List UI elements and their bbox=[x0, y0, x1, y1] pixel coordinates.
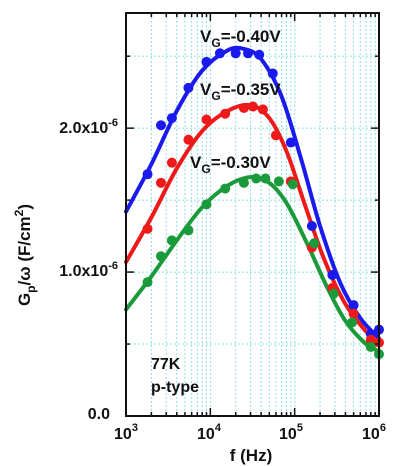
series-label-035: VG=-0.35V bbox=[200, 80, 281, 103]
fit-curve-series-1 bbox=[124, 102, 381, 347]
data-point-series-1 bbox=[220, 108, 231, 119]
x-tick-label: 104 bbox=[197, 422, 222, 443]
data-point-series-0 bbox=[306, 221, 317, 232]
data-points bbox=[142, 48, 384, 360]
data-point-series-1 bbox=[201, 114, 212, 125]
data-point-series-2 bbox=[365, 341, 376, 352]
series-label-030: VG=-0.30V bbox=[190, 153, 271, 176]
fit-curve-series-2 bbox=[124, 175, 381, 354]
temperature-annotation: 77K bbox=[151, 356, 181, 373]
data-point-series-0 bbox=[243, 48, 254, 59]
data-point-series-0 bbox=[285, 137, 296, 148]
data-point-series-0 bbox=[267, 68, 278, 79]
data-point-series-2 bbox=[155, 251, 166, 262]
data-point-series-1 bbox=[238, 102, 249, 113]
data-point-series-0 bbox=[230, 48, 241, 59]
data-point-series-2 bbox=[328, 288, 339, 299]
x-tick-label: 103 bbox=[114, 422, 138, 443]
data-point-series-0 bbox=[142, 169, 153, 180]
data-point-series-2 bbox=[183, 225, 194, 236]
data-point-series-0 bbox=[214, 48, 225, 59]
data-point-series-0 bbox=[183, 82, 194, 93]
data-point-series-1 bbox=[166, 157, 177, 168]
x-tick-label: 106 bbox=[362, 422, 386, 443]
series-label-040: VG=-0.40V bbox=[200, 27, 281, 50]
data-point-series-0 bbox=[155, 120, 166, 131]
data-point-series-1 bbox=[155, 177, 166, 188]
data-point-series-2 bbox=[238, 177, 249, 188]
data-point-series-2 bbox=[273, 176, 284, 187]
y-tick-label: 2.0x10-6 bbox=[59, 117, 118, 137]
data-point-series-1 bbox=[348, 308, 359, 319]
data-point-series-2 bbox=[347, 317, 358, 328]
data-point-series-2 bbox=[201, 199, 212, 210]
doping-annotation: p-type bbox=[151, 379, 199, 396]
x-axis-label: f (Hz) bbox=[230, 446, 272, 465]
y-axis-label: Gp/ω (F/cm2) bbox=[12, 204, 38, 306]
data-point-series-0 bbox=[254, 49, 265, 60]
data-point-series-1 bbox=[270, 130, 281, 141]
data-point-series-0 bbox=[348, 300, 359, 311]
data-point-series-0 bbox=[166, 113, 177, 124]
data-point-series-1 bbox=[257, 104, 268, 115]
data-point-series-2 bbox=[142, 277, 153, 288]
data-point-series-2 bbox=[287, 179, 298, 190]
data-point-series-2 bbox=[166, 235, 177, 246]
data-point-series-2 bbox=[260, 173, 271, 184]
data-point-series-1 bbox=[247, 101, 258, 112]
data-point-series-1 bbox=[142, 223, 153, 234]
y-tick-label: 0.0 bbox=[88, 406, 110, 423]
data-point-series-1 bbox=[183, 134, 194, 145]
data-point-series-0 bbox=[201, 56, 212, 67]
data-point-series-2 bbox=[309, 238, 320, 249]
data-point-series-0 bbox=[327, 269, 338, 280]
y-tick-label: 1.0x10-6 bbox=[59, 260, 118, 280]
data-point-series-2 bbox=[220, 183, 231, 194]
data-point-series-1 bbox=[365, 334, 376, 345]
x-tick-label: 105 bbox=[279, 422, 303, 443]
tick-marks bbox=[125, 13, 379, 416]
data-point-series-2 bbox=[251, 173, 262, 184]
plot-frame bbox=[125, 12, 380, 417]
